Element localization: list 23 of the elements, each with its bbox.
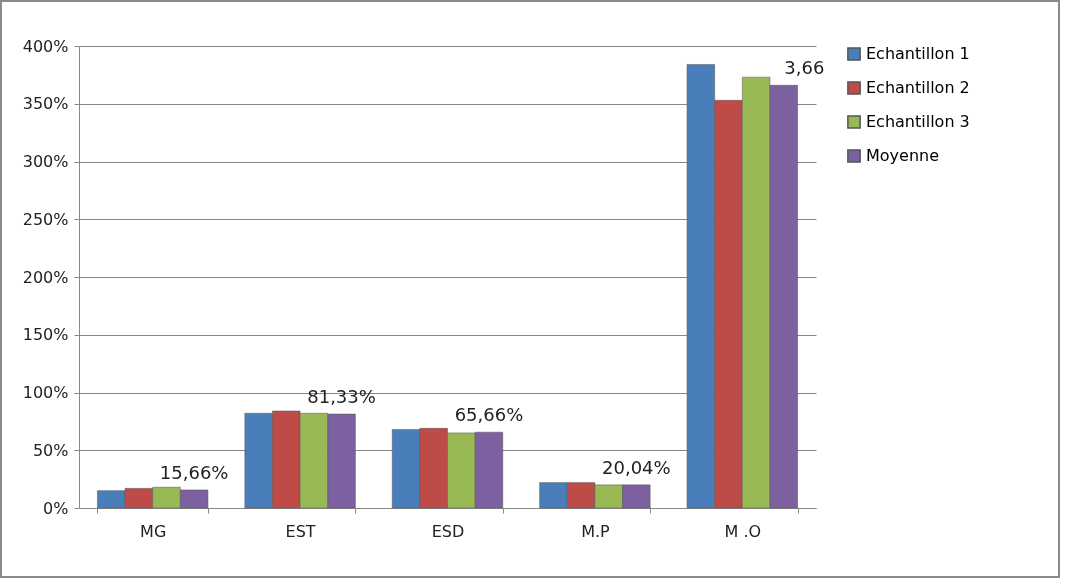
- y-tick-label: 250%: [22, 209, 69, 229]
- data-label: 81,33%: [307, 386, 376, 408]
- legend-label: Echantillon 1: [866, 44, 970, 63]
- legend-label: Echantillon 2: [866, 78, 970, 97]
- x-tick-label: EST: [285, 521, 316, 541]
- x-tick-label: M.P: [581, 521, 611, 541]
- x-tick-label: M .O: [724, 521, 762, 541]
- legend-label: Echantillon 3: [866, 112, 970, 131]
- y-tick-label: 200%: [22, 267, 69, 287]
- y-tick-label: 400%: [22, 36, 69, 56]
- data-label: 15,66%: [159, 461, 229, 483]
- y-tick-label: 350%: [22, 94, 69, 114]
- annotation: 3,66: [784, 57, 825, 79]
- y-tick-label: 300%: [22, 152, 69, 171]
- data-label: 65,66%: [454, 404, 524, 426]
- y-tick-label: 150%: [22, 325, 69, 345]
- y-tick-label: 0%: [43, 498, 69, 518]
- x-tick-label: MG: [140, 521, 167, 541]
- x-tick-label: ESD: [431, 521, 465, 541]
- y-tick-label: 100%: [22, 383, 69, 402]
- legend-label: Moyenne: [866, 146, 940, 165]
- data-label: 20,04%: [602, 456, 671, 478]
- y-tick-label: 50%: [32, 440, 69, 460]
